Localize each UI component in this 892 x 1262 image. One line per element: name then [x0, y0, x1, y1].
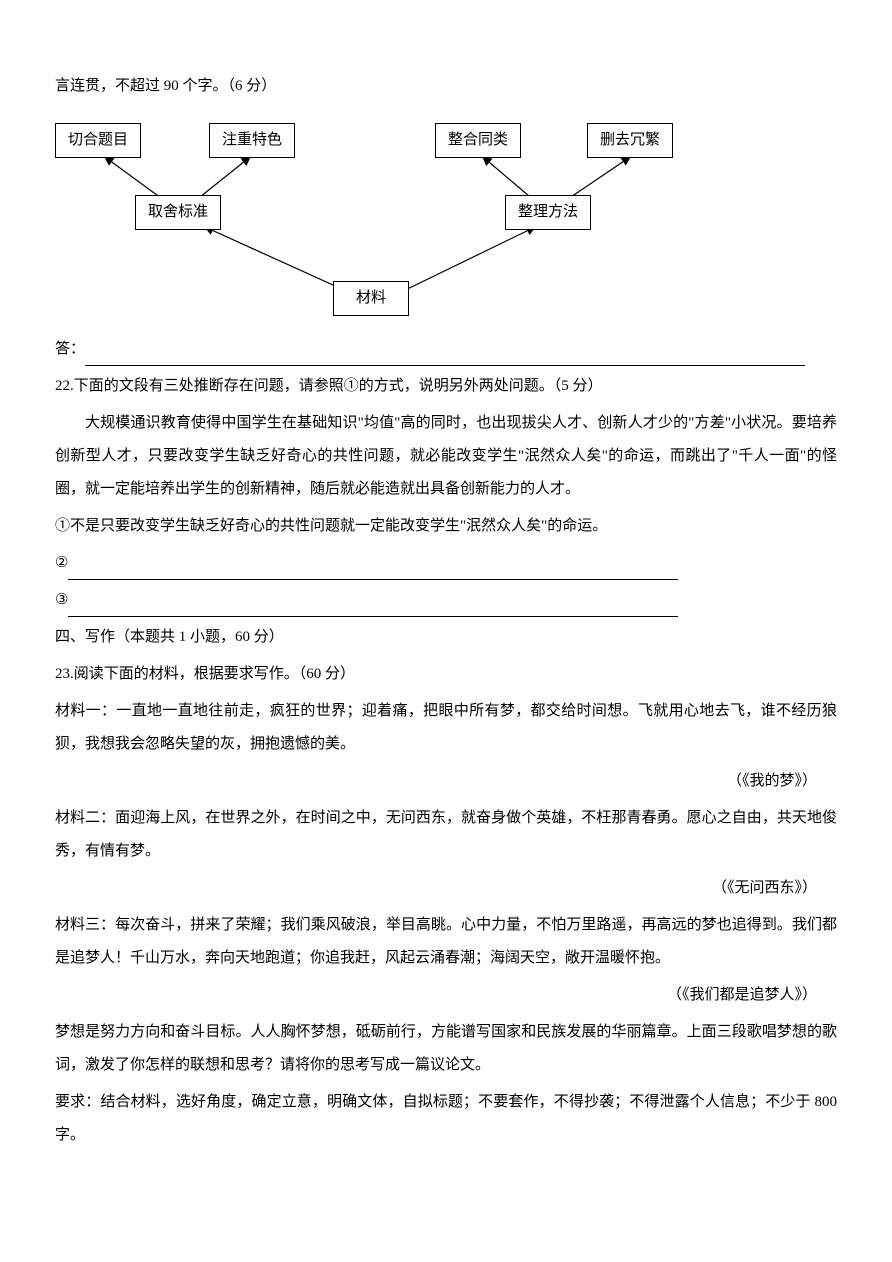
- answer-blank[interactable]: [85, 365, 805, 366]
- q22-passage: 大规模通识教育使得中国学生在基础知识"均值"高的同时，也出现拔尖人才、创新人才少…: [55, 407, 837, 506]
- node-leaf1: 切合题目: [55, 123, 141, 158]
- q22-item2-row: ②: [55, 547, 837, 580]
- closing1: 梦想是努力方向和奋斗目标。人人胸怀梦想，砥砺前行，方能谱写国家和民族发展的华丽篇…: [55, 1016, 837, 1082]
- answer-label: 答：: [55, 333, 85, 366]
- node-leaf3: 整合同类: [435, 123, 521, 158]
- closing2: 要求：结合材料，选好角度，确定立意，明确文体，自拟标题；不要套作，不得抄袭；不得…: [55, 1086, 837, 1152]
- q22-item2-prefix: ②: [55, 547, 68, 580]
- material2-source: （《无问西东》）: [55, 872, 837, 905]
- material3-source: （《我们都是追梦人》）: [55, 979, 837, 1012]
- q23-prompt: 23.阅读下面的材料，根据要求写作。（60 分）: [55, 658, 837, 691]
- node-mid2: 整理方法: [505, 195, 591, 230]
- material2: 材料二：面迎海上风，在世界之外，在时间之中，无问西东，就奋身做个英雄，不枉那青春…: [55, 802, 837, 868]
- material1-source: （《我的梦》）: [55, 765, 837, 798]
- q22-item3-prefix: ③: [55, 584, 68, 617]
- continuation-text: 言连贯，不超过 90 个字。（6 分）: [55, 70, 837, 103]
- node-leaf4: 删去冗繁: [587, 123, 673, 158]
- node-leaf2: 注重特色: [209, 123, 295, 158]
- section4-heading: 四、写作（本题共 1 小题，60 分）: [55, 621, 837, 654]
- answer-row: 答：: [55, 333, 837, 366]
- q22-item3-blank[interactable]: [68, 616, 678, 617]
- flowchart-diagram: 切合题目 注重特色 整合同类 删去冗繁 取舍标准 整理方法 材料: [55, 123, 735, 333]
- node-mid1: 取舍标准: [135, 195, 221, 230]
- q22-prompt: 22.下面的文段有三处推断存在问题，请参照①的方式，说明另外两处问题。（5 分）: [55, 370, 837, 403]
- node-root: 材料: [333, 281, 409, 316]
- material1: 材料一：一直地一直地往前走，疯狂的世界；迎着痛，把眼中所有梦，都交给时间想。飞就…: [55, 695, 837, 761]
- q22-item2-blank[interactable]: [68, 579, 678, 580]
- q22-item1: ①不是只要改变学生缺乏好奇心的共性问题就一定能改变学生"泯然众人矣"的命运。: [55, 510, 837, 543]
- q22-item3-row: ③: [55, 584, 837, 617]
- material3: 材料三：每次奋斗，拼来了荣耀；我们乘风破浪，举目高眺。心中力量，不怕万里路遥，再…: [55, 909, 837, 975]
